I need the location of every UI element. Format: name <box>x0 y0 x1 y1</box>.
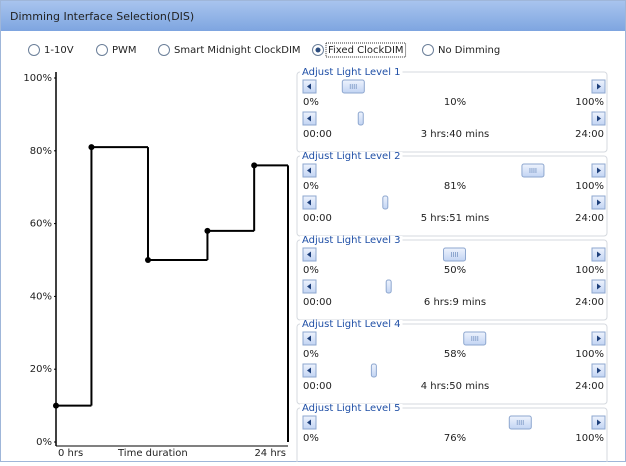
arrow-icon <box>597 367 601 374</box>
arrow-icon <box>597 419 601 426</box>
y-tick-label: 60% <box>30 219 52 230</box>
level-max: 100% <box>575 349 604 360</box>
arrow-icon <box>307 367 311 374</box>
arrow-icon <box>307 115 311 122</box>
arrow-icon <box>597 167 601 174</box>
slider-thumb[interactable] <box>385 279 392 294</box>
x-start-label: 0 hrs <box>58 448 83 459</box>
level-max: 100% <box>575 97 604 108</box>
step-point <box>204 227 211 234</box>
group-box <box>296 71 608 153</box>
slider-thumb[interactable] <box>463 331 487 346</box>
group-box <box>296 155 608 237</box>
radio[interactable] <box>28 44 40 56</box>
slider-thumb[interactable] <box>382 195 389 210</box>
time-max: 24:00 <box>575 129 604 140</box>
arrow-icon <box>307 83 311 90</box>
group-box <box>296 323 608 405</box>
title-bg <box>300 320 403 329</box>
level-min: 0% <box>303 349 319 360</box>
arrow-icon <box>597 283 601 290</box>
arrow-icon <box>597 199 601 206</box>
level-value: 81% <box>444 181 466 192</box>
level-value: 58% <box>444 349 466 360</box>
arrow-icon <box>307 199 311 206</box>
arrow-icon <box>597 335 601 342</box>
group-title: Adjust Light Level 2 <box>302 151 401 162</box>
level-value: 50% <box>444 265 466 276</box>
level-min: 0% <box>303 433 319 444</box>
time-min: 00:00 <box>303 213 332 224</box>
y-tick-label: 40% <box>30 291 52 302</box>
radio-dot <box>315 47 321 53</box>
step-point <box>53 402 59 409</box>
group-title: Adjust Light Level 1 <box>302 67 401 78</box>
time-value: 3 hrs:40 mins <box>421 129 490 140</box>
x-end-label: 24 hrs <box>254 448 286 459</box>
step-point <box>251 162 258 169</box>
arrow-icon <box>307 419 311 426</box>
arrow-icon <box>597 251 601 258</box>
radio-label[interactable]: Smart Midnight ClockDIM <box>174 45 301 56</box>
slider-thumb[interactable] <box>521 163 545 178</box>
y-tick-label: 0% <box>36 437 52 448</box>
time-min: 00:00 <box>303 129 332 140</box>
focus-box <box>325 42 407 58</box>
time-min: 00:00 <box>303 297 332 308</box>
radio-label[interactable]: Fixed ClockDIM <box>328 45 404 56</box>
radio[interactable] <box>422 44 434 56</box>
time-value: 5 hrs:51 mins <box>421 213 490 224</box>
arrow-icon <box>597 83 601 90</box>
slider-thumb[interactable] <box>508 415 532 430</box>
title-bg <box>300 152 403 161</box>
group-title: Adjust Light Level 3 <box>302 235 401 246</box>
time-value: 6 hrs:9 mins <box>424 297 486 308</box>
group-title: Adjust Light Level 5 <box>302 403 401 414</box>
y-tick-label: 80% <box>30 146 52 157</box>
radio-label[interactable]: PWM <box>112 45 137 56</box>
slider-thumb[interactable] <box>357 111 364 126</box>
time-max: 24:00 <box>575 381 604 392</box>
time-value: 4 hrs:50 mins <box>421 381 490 392</box>
radio[interactable] <box>96 44 108 56</box>
y-tick-label: 20% <box>30 364 52 375</box>
step-point <box>88 144 95 151</box>
arrow-icon <box>307 251 311 258</box>
radio-label[interactable]: 1-10V <box>44 45 74 56</box>
radio[interactable] <box>158 44 170 56</box>
level-value: 10% <box>444 97 466 108</box>
title-bg <box>300 68 403 77</box>
group-box <box>296 407 608 466</box>
time-min: 00:00 <box>303 381 332 392</box>
arrow-icon <box>597 115 601 122</box>
x-axis-label: Time duration <box>117 448 188 459</box>
title-bg <box>300 236 403 245</box>
arrow-icon <box>307 335 311 342</box>
level-min: 0% <box>303 97 319 108</box>
title-bar <box>1 1 625 31</box>
slider-thumb[interactable] <box>341 79 365 94</box>
step-point <box>144 257 151 263</box>
arrow-icon <box>307 283 311 290</box>
time-max: 24:00 <box>575 213 604 224</box>
level-max: 100% <box>575 181 604 192</box>
title-bg <box>300 404 403 413</box>
group-title: Adjust Light Level 4 <box>302 319 401 330</box>
y-tick-label: 100% <box>23 73 52 84</box>
time-max: 24:00 <box>575 297 604 308</box>
slider-thumb[interactable] <box>370 363 377 378</box>
radio-label[interactable]: No Dimming <box>438 45 500 56</box>
level-min: 0% <box>303 265 319 276</box>
slider-thumb[interactable] <box>443 247 466 262</box>
title: Dimming Interface Selection(DIS) <box>10 10 194 23</box>
level-value: 76% <box>444 433 466 444</box>
group-box <box>296 239 608 321</box>
level-max: 100% <box>575 433 604 444</box>
level-max: 100% <box>575 265 604 276</box>
level-min: 0% <box>303 181 319 192</box>
arrow-icon <box>307 167 311 174</box>
